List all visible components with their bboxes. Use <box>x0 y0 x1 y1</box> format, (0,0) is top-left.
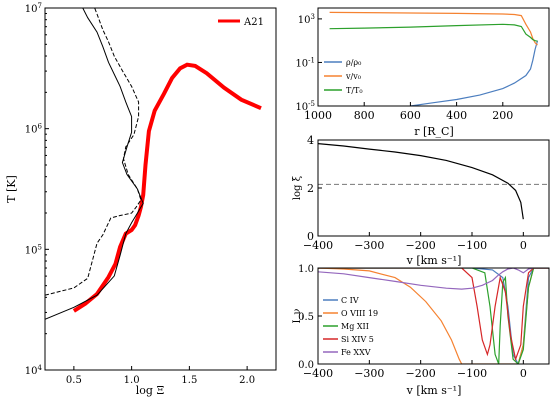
panel-a-ticks: 0.5 1.0 1.5 2.0 104 105 106 107 <box>25 2 255 386</box>
panel-profiles-vs-radius: 1000 800 600 400 200 10-5 10-1 103 ρ/ρ₀ v/v₀ T/T₀… <box>295 7 550 138</box>
panel-a-series-line-0 <box>72 62 262 313</box>
panel-b-series-line-2 <box>329 23 538 42</box>
panel-d-ytick-label: 0.0 <box>298 360 314 371</box>
panel-d-ylabel: I_ν <box>292 308 303 323</box>
panel-a-series <box>45 8 262 320</box>
panel-b-legend-label: ρ/ρ₀ <box>346 58 361 67</box>
panel-d-xtick-label: −200 <box>406 367 436 380</box>
panel-d-legend-label: Mg XII <box>341 322 369 331</box>
panel-d-ytick-label: 1.0 <box>298 264 314 275</box>
panel-d-ticks: −400 −300 −200 −100 0 0.0 0.5 1.0 <box>298 264 527 380</box>
panel-d-xtick-label: −300 <box>354 367 384 380</box>
panel-d-ytick-label: 0.5 <box>298 312 314 323</box>
panel-c-xtick-label: −100 <box>457 239 487 252</box>
panel-b-xlabel: r [R_C] <box>414 125 454 138</box>
panel-d-legend-label: C IV <box>341 296 359 305</box>
panel-a-xtick-label: 1.5 <box>181 375 197 386</box>
panel-c-ytick-label: 4 <box>307 134 314 147</box>
panel-d-legend-label: Si XIV 5 <box>341 335 374 344</box>
panel-temperature-vs-ionization: 0.5 1.0 1.5 2.0 104 105 106 107 A21 log Ξ T [K] <box>5 2 277 397</box>
panel-b-series-line-0 <box>410 40 539 106</box>
panel-c-ticks: −400 −300 −200 −100 0 0 2 4 <box>303 134 527 252</box>
panel-c-frame <box>317 139 550 237</box>
panel-a-ylabel: T [K] <box>5 175 18 203</box>
panel-d-legend-label: O VIII 19 <box>341 309 378 318</box>
panel-b-legend: ρ/ρ₀ v/v₀ T/T₀ <box>324 58 363 95</box>
panel-d-legend-label: Fe XXV <box>341 348 371 357</box>
panel-b-ytick-label: 103 <box>298 13 315 26</box>
panel-c-series <box>318 143 549 220</box>
panel-a-ytick-label: 107 <box>25 2 42 15</box>
panel-b-xtick-label: 400 <box>446 109 467 122</box>
panel-a-legend: A21 <box>218 17 264 28</box>
legend-label-a21: A21 <box>243 17 264 28</box>
panel-a-ytick-label: 106 <box>25 123 43 136</box>
panel-a-series-line-1 <box>45 8 144 320</box>
panel-b-xtick-label: 800 <box>354 109 375 122</box>
panel-c-xtick-label: −400 <box>303 239 333 252</box>
panel-b-legend-label: v/v₀ <box>345 72 361 81</box>
panel-b-xtick-label: 1000 <box>304 109 332 122</box>
panel-a-series-line-2 <box>45 8 142 296</box>
panel-d-legend: C IV O VIII 19 Mg XII Si XIV 5 Fe XXV <box>323 296 378 357</box>
panel-b-legend-label: T/T₀ <box>346 86 363 95</box>
panel-a-xtick-label: 1.0 <box>124 375 140 386</box>
panel-d-xtick-label: −100 <box>457 367 487 380</box>
panel-b-frame <box>317 7 550 107</box>
panel-line-profiles: −400 −300 −200 −100 0 0.0 0.5 1.0 C IV O VIII 19… <box>292 264 550 397</box>
panel-a-frame <box>44 7 277 371</box>
panel-ionization-vs-velocity: −400 −300 −200 −100 0 0 2 4 v [km s⁻¹] log ξ <box>292 134 550 267</box>
panel-c-ylabel: log ξ <box>292 175 303 200</box>
panel-d-series <box>318 268 549 364</box>
panel-d-series-line-4 <box>318 268 549 290</box>
panel-b-series <box>329 11 539 106</box>
panel-a-ytick-label: 105 <box>25 243 42 256</box>
panel-d-xtick-label: −400 <box>303 367 333 380</box>
panel-c-series-line <box>318 143 524 220</box>
panel-d-xtick-label: 0 <box>520 367 527 380</box>
panel-b-xtick-label: 200 <box>492 109 513 122</box>
panel-a-xtick-label: 2.0 <box>239 375 255 386</box>
panel-c-ytick-label: 2 <box>307 182 314 195</box>
panel-b-ytick-label: 10-5 <box>295 100 315 113</box>
panel-a-xlabel: log Ξ <box>136 384 165 397</box>
panel-b-ticks: 1000 800 600 400 200 10-5 10-1 103 <box>295 13 513 122</box>
panel-d-xlabel: v [km s⁻¹] <box>406 384 462 397</box>
panel-a-xtick-label: 0.5 <box>66 375 82 386</box>
panel-d-series-line-3 <box>318 268 549 362</box>
panel-c-xlabel: v [km s⁻¹] <box>406 254 462 267</box>
panel-c-xtick-label: −200 <box>406 239 436 252</box>
panel-c-ytick-label: 0 <box>307 230 314 243</box>
panel-a-ytick-label: 104 <box>25 364 43 377</box>
panel-c-xtick-label: −300 <box>354 239 384 252</box>
panel-b-ytick-label: 10-1 <box>295 56 315 69</box>
panel-d-series-line-2 <box>318 268 549 364</box>
panel-b-xtick-label: 600 <box>400 109 421 122</box>
panel-c-xtick-label: 0 <box>520 239 527 252</box>
